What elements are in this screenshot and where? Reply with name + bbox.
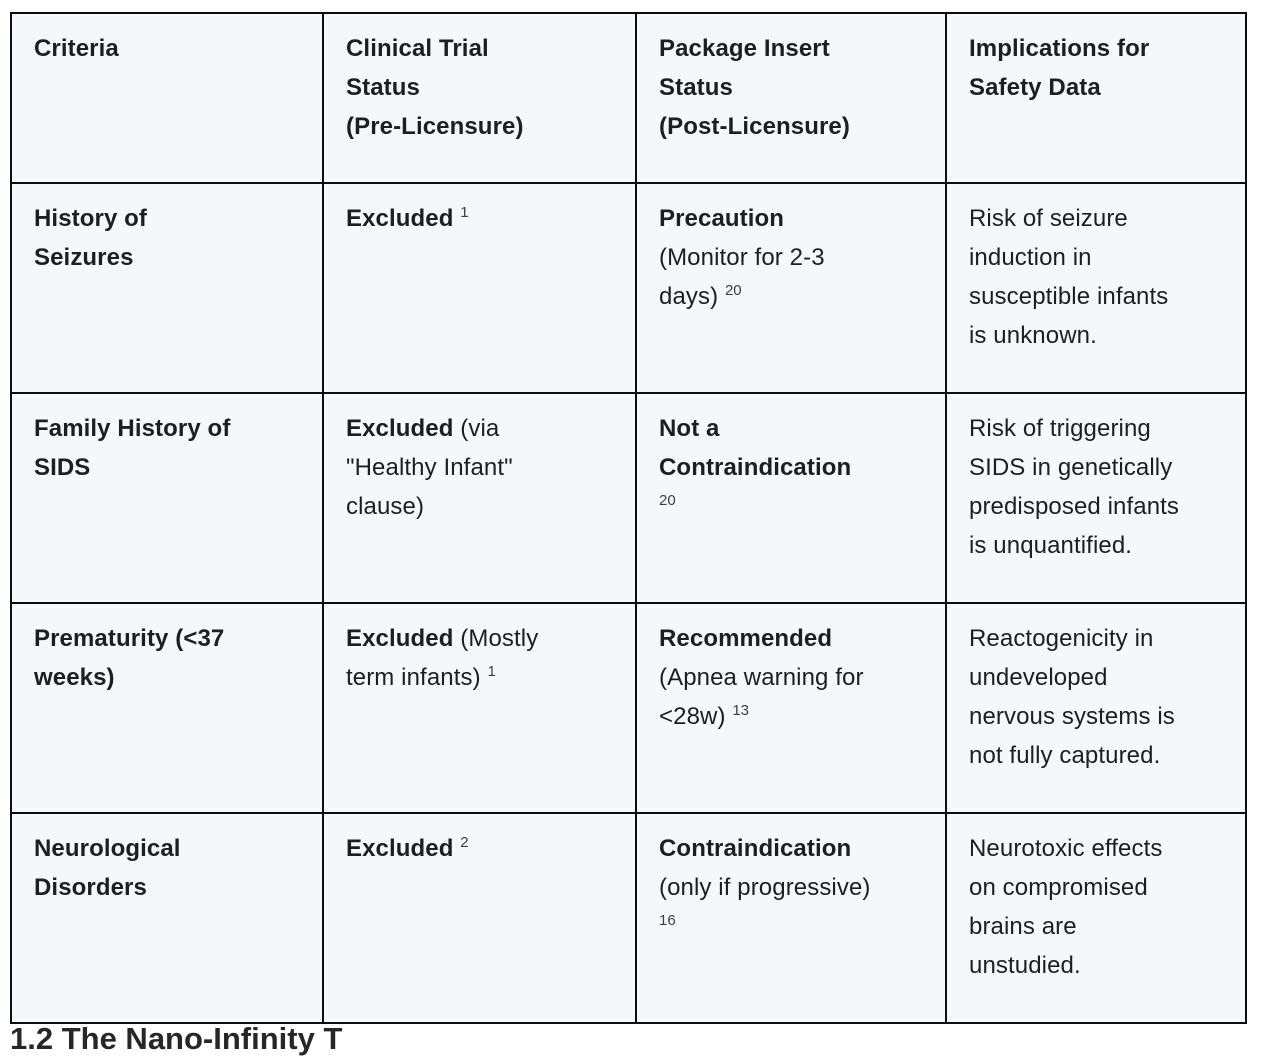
table-row: History of Seizures Excluded 1 Precaution … — [10, 182, 1247, 394]
table-row: Prematurity (<37 weeks) Excluded (Mostly … — [10, 602, 1247, 814]
column-header-package-insert-status: Package Insert Status (Post-Licensure) — [635, 12, 947, 184]
table-cell: Precaution (Monitor for 2-3 days) 20 — [635, 182, 947, 394]
cell-status-label: Excluded — [346, 415, 454, 442]
criteria-comparison-table: Criteria Clinical Trial Status (Pre-Lice… — [10, 12, 1247, 1024]
cell-text: (Mostly term infants) — [346, 625, 539, 691]
column-header-implications: Implications for Safety Data — [945, 12, 1247, 184]
table-cell: Neurotoxic effects on compromised brains… — [945, 812, 1247, 1024]
footnote-superscript: 13 — [732, 701, 749, 719]
row-criteria-cell: Neurological Disorders — [10, 812, 324, 1024]
table-row: Neurological Disorders Excluded 2 Contrain… — [10, 812, 1247, 1024]
footnote-superscript: 16 — [659, 911, 676, 929]
footnote-superscript: 1 — [460, 204, 469, 221]
table-cell: Not a Contraindication 20 — [635, 392, 947, 604]
table-cell: Excluded (via "Healthy Infant" clause) — [322, 392, 637, 604]
table-cell: Excluded (Mostly term infants) 1 — [322, 602, 637, 814]
table-cell: Risk of triggering SIDS in genetically p… — [945, 392, 1247, 604]
table-cell: Recommended (Apnea warning for <28w) 13 — [635, 602, 947, 814]
table-row: Family History of SIDS Excluded (via "Hea… — [10, 392, 1247, 604]
column-header-clinical-trial-status: Clinical Trial Status (Pre-Licensure) — [322, 12, 637, 184]
cell-status-label: Excluded — [346, 625, 454, 652]
cell-text: Risk of triggering SIDS in genetically p… — [969, 415, 1180, 559]
cell-status-label: Precaution — [659, 205, 785, 232]
cell-status-label: Not a Contraindication — [659, 415, 852, 481]
footnote-superscript: 1 — [487, 662, 496, 680]
cell-text: Risk of seizure induction in susceptible… — [969, 205, 1169, 349]
cell-status-label: Excluded — [346, 835, 454, 862]
footnote-superscript: 20 — [724, 281, 742, 299]
cell-text: (Apnea warning for <28w) — [659, 663, 864, 730]
row-criteria-cell: Family History of SIDS — [10, 392, 324, 604]
cell-status-label: Contraindication — [659, 835, 852, 862]
cell-text: (via "Healthy Infant" clause) — [346, 415, 513, 520]
table-cell: Contraindication (only if progressive) 1… — [635, 812, 947, 1024]
cell-status-label: Excluded — [346, 205, 454, 232]
row-criteria-cell: Prematurity (<37 weeks) — [10, 602, 324, 814]
cell-text: (Monitor for 2-3 days) — [659, 243, 825, 310]
clipped-section-heading: 1.2 The Nano-Infinity T — [10, 1021, 343, 1056]
cell-text: Reactogenicity in undeveloped nervous sy… — [969, 625, 1175, 769]
column-header-criteria: Criteria — [10, 12, 324, 184]
table-cell: Excluded 1 — [322, 182, 637, 394]
footnote-superscript: 2 — [460, 834, 469, 851]
row-criteria-cell: History of Seizures — [10, 182, 324, 394]
table-header-row: Criteria Clinical Trial Status (Pre-Lice… — [10, 12, 1247, 184]
cell-text: (only if progressive) — [659, 873, 871, 901]
table-cell: Reactogenicity in undeveloped nervous sy… — [945, 602, 1247, 814]
cell-status-label: Recommended — [659, 625, 833, 652]
footnote-superscript: 20 — [659, 491, 676, 509]
table-cell: Risk of seizure induction in susceptible… — [945, 182, 1247, 394]
cell-text: Neurotoxic effects on compromised brains… — [969, 835, 1163, 979]
table-cell: Excluded 2 — [322, 812, 637, 1024]
